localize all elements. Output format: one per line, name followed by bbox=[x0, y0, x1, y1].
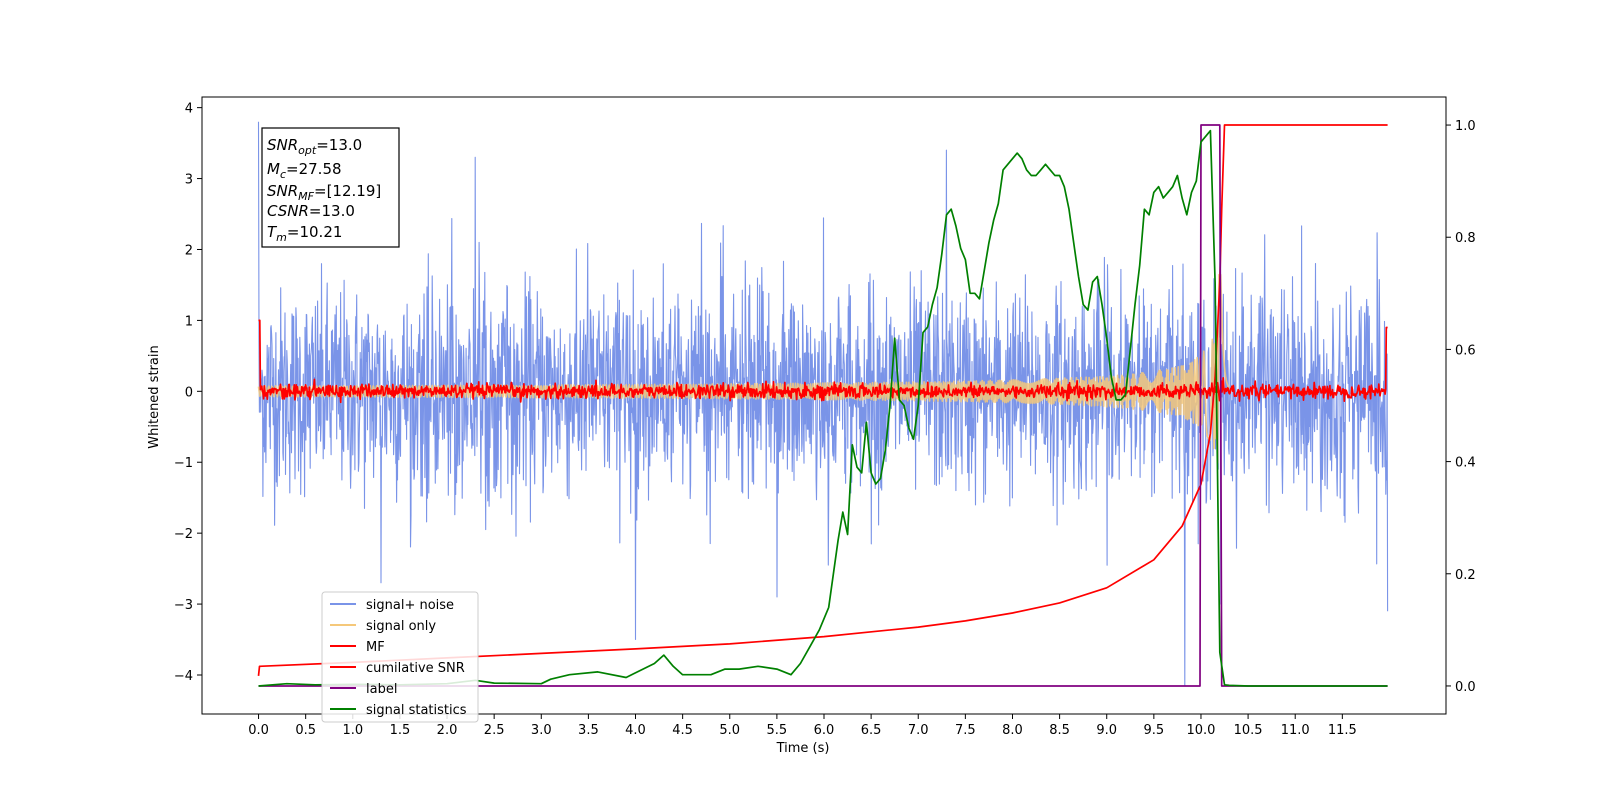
y2-tick-label: 0.8 bbox=[1455, 231, 1476, 246]
series-line-signal-statistics bbox=[258, 129, 1388, 687]
svg-text:signal statistics: signal statistics bbox=[366, 703, 467, 718]
svg-text:signal only: signal only bbox=[366, 619, 436, 634]
y-tick-label: 0 bbox=[185, 385, 193, 400]
y2-tick-label: 0.6 bbox=[1455, 343, 1476, 358]
x-tick-label: 0.5 bbox=[295, 723, 316, 738]
plot-area bbox=[257, 121, 1389, 687]
y2-tick-label: 0.4 bbox=[1455, 456, 1476, 471]
x-tick-label: 10.5 bbox=[1234, 723, 1263, 738]
y-tick-label: −3 bbox=[174, 598, 193, 613]
legend-item-signal-statistics: signal statistics bbox=[330, 703, 467, 718]
x-tick-label: 10.0 bbox=[1186, 723, 1215, 738]
x-tick-label: 6.0 bbox=[814, 723, 835, 738]
legend: signal+ noise signal only MF cumilative … bbox=[321, 591, 479, 723]
x-tick-label: 5.0 bbox=[719, 723, 740, 738]
x-axis-label: Time (s) bbox=[776, 741, 830, 756]
svg-text:MF: MF bbox=[366, 640, 385, 655]
series-line-mf bbox=[258, 319, 1388, 404]
x-tick-label: 9.0 bbox=[1096, 723, 1117, 738]
x-tick-label: 7.5 bbox=[955, 723, 976, 738]
y-axis-label: Whitened strain bbox=[147, 345, 162, 448]
x-tick-label: 2.0 bbox=[437, 723, 458, 738]
x-tick-label: 0.0 bbox=[248, 723, 269, 738]
axes: 0.0 0.5 1.0 1.5 2.0 2.5 3.0 3.5 4.0 4.5 5.0 5.5 6.0 6… bbox=[174, 96, 1476, 738]
x-tick-label: 2.5 bbox=[484, 723, 505, 738]
info-tm: Tm=10.21 bbox=[267, 223, 342, 244]
y-tick-label: 3 bbox=[185, 173, 193, 188]
y-tick-label: −1 bbox=[174, 456, 193, 471]
y2-tick-label: 0.0 bbox=[1455, 680, 1476, 695]
legend-item-label: label bbox=[330, 682, 397, 697]
x-tick-label: 1.5 bbox=[390, 723, 411, 738]
legend-item-signal-only: signal only bbox=[330, 619, 436, 634]
svg-text:cumilative SNR: cumilative SNR bbox=[366, 661, 465, 676]
x-tick-label: 1.0 bbox=[342, 723, 363, 738]
info-snr-mf: SNRMF=[12.19] bbox=[267, 182, 381, 203]
series-line-cumilative-snr bbox=[257, 124, 1388, 676]
svg-text:label: label bbox=[366, 682, 397, 697]
y2-tick-label: 1.0 bbox=[1455, 119, 1476, 134]
x-tick-label: 6.5 bbox=[861, 723, 882, 738]
x-tick-label: 11.0 bbox=[1281, 723, 1310, 738]
y2-tick-label: 0.2 bbox=[1455, 568, 1476, 583]
y-tick-label: −2 bbox=[174, 527, 193, 542]
x-tick-label: 4.5 bbox=[672, 723, 693, 738]
y-tick-label: 4 bbox=[185, 102, 193, 117]
x-tick-label: 5.5 bbox=[767, 723, 788, 738]
legend-item-mf: MF bbox=[330, 640, 385, 655]
y-tick-label: 2 bbox=[185, 243, 193, 258]
info-snr-opt: SNRopt=13.0 bbox=[267, 136, 362, 157]
y-tick-label: −4 bbox=[174, 669, 193, 684]
x-tick-label: 8.5 bbox=[1049, 723, 1070, 738]
x-tick-label: 11.5 bbox=[1328, 723, 1357, 738]
legend-frame bbox=[321, 591, 479, 723]
y-tick-label: 1 bbox=[185, 314, 193, 329]
info-csnr: CSNR=13.0 bbox=[267, 202, 355, 220]
x-tick-label: 4.0 bbox=[625, 723, 646, 738]
svg-text:signal+ noise: signal+ noise bbox=[366, 598, 454, 613]
info-mc: Mc=27.58 bbox=[267, 160, 342, 181]
info-box: SNRopt=13.0 Mc=27.58 SNRMF=[12.19] CSNR=… bbox=[261, 127, 400, 248]
x-tick-label: 8.0 bbox=[1002, 723, 1023, 738]
x-tick-label: 3.0 bbox=[531, 723, 552, 738]
legend-item-cumulative-snr: cumilative SNR bbox=[330, 661, 465, 676]
legend-item-signal-noise: signal+ noise bbox=[330, 598, 454, 613]
x-tick-label: 7.0 bbox=[908, 723, 929, 738]
x-tick-label: 3.5 bbox=[578, 723, 599, 738]
x-tick-label: 9.5 bbox=[1144, 723, 1165, 738]
